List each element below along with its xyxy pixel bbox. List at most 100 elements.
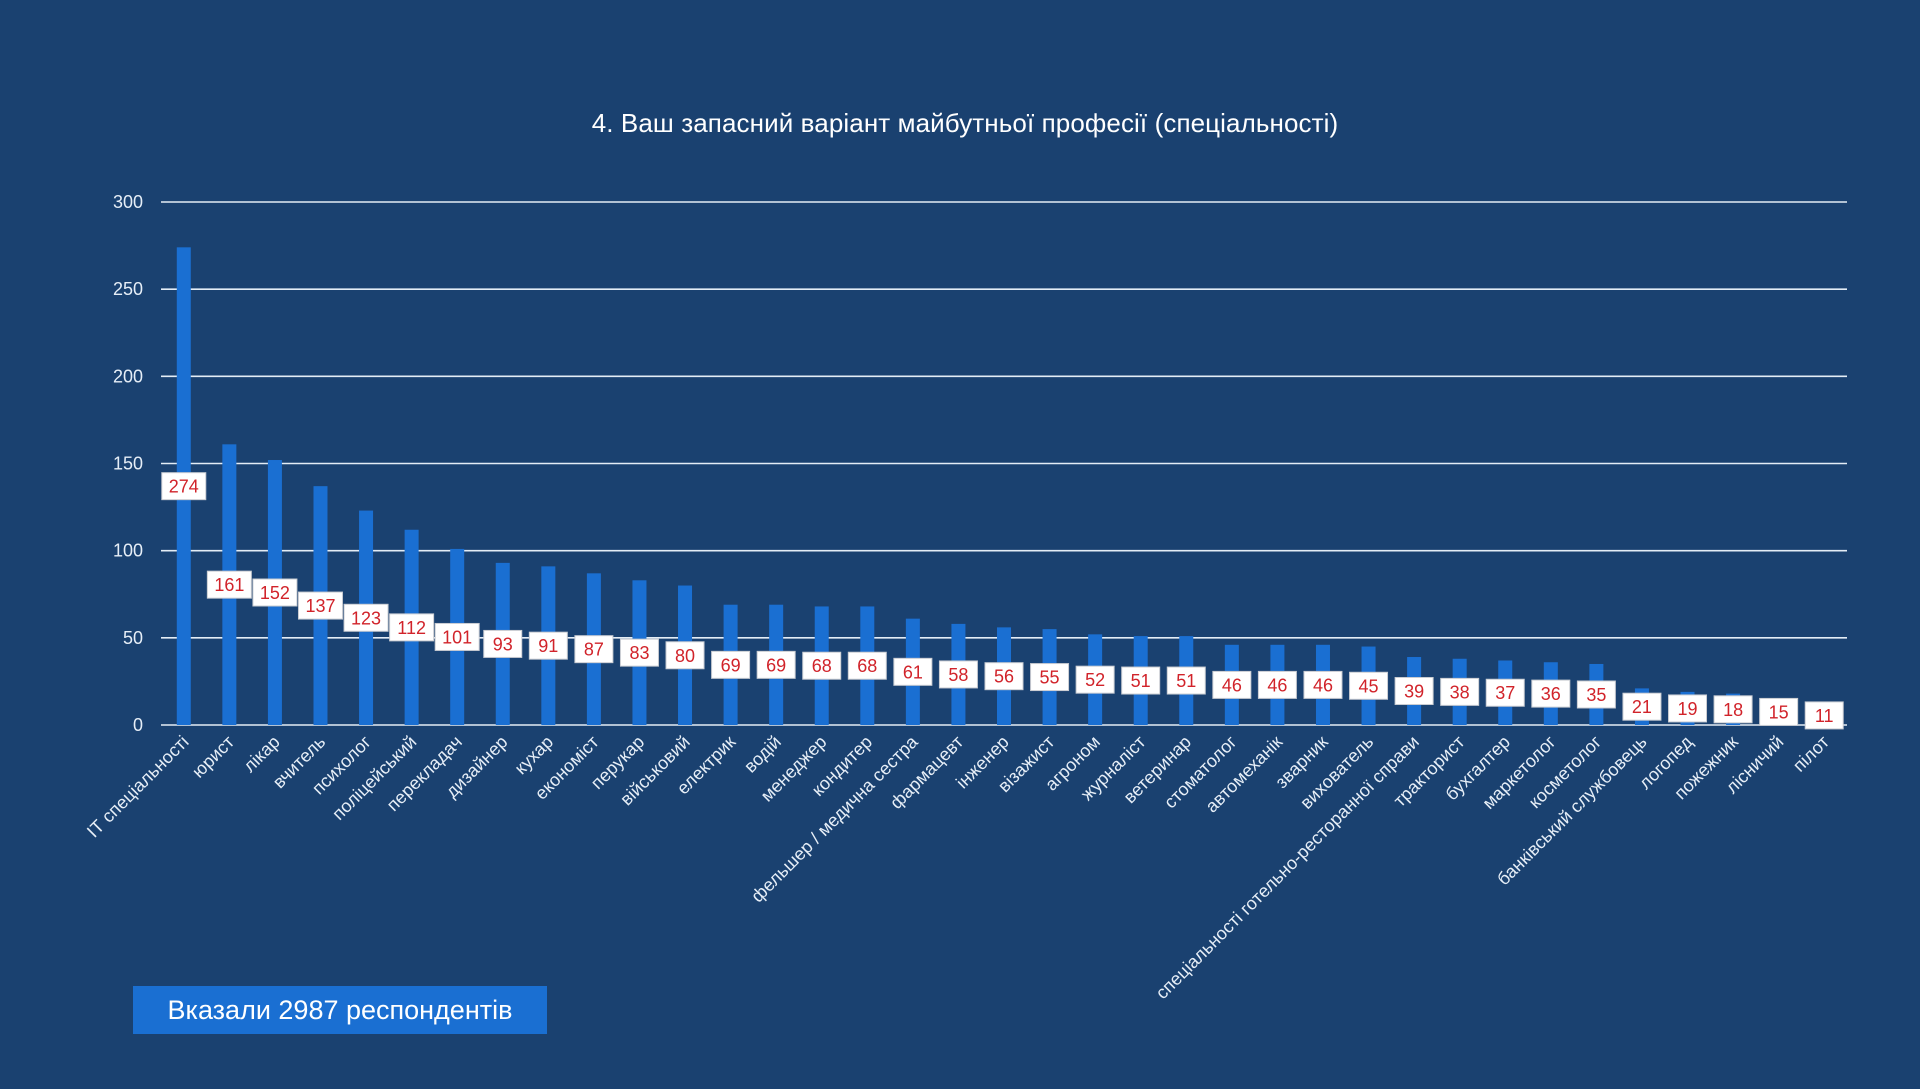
y-tick-label: 50 <box>123 628 143 648</box>
data-label-box <box>1622 692 1662 721</box>
data-label: 161 <box>206 570 252 599</box>
data-label: 61 <box>893 657 933 686</box>
data-label-text: 58 <box>948 665 968 685</box>
data-label-text: 101 <box>442 627 472 647</box>
y-tick-label: 0 <box>133 715 143 735</box>
data-label-box <box>711 650 751 679</box>
data-label: 21 <box>1622 692 1662 721</box>
data-label-text: 46 <box>1267 675 1287 695</box>
data-label-text: 152 <box>260 583 290 603</box>
data-label: 51 <box>1121 666 1161 695</box>
data-label: 274 <box>161 472 207 501</box>
data-label: 37 <box>1485 678 1525 707</box>
data-label-box <box>1713 695 1753 724</box>
y-tick-label: 200 <box>113 366 143 386</box>
data-label-box <box>528 631 568 660</box>
data-label: 68 <box>847 651 887 680</box>
data-label: 46 <box>1257 670 1297 699</box>
data-label-box <box>574 635 614 664</box>
data-label-text: 112 <box>397 618 426 638</box>
x-tick-label: юрист <box>188 732 238 782</box>
data-label-box <box>847 651 887 680</box>
data-label-text: 274 <box>169 477 199 497</box>
data-label-box <box>434 622 480 651</box>
data-label-text: 18 <box>1723 700 1743 720</box>
chart-title: 4. Ваш запасний варіант майбутньої профе… <box>591 108 1339 138</box>
data-label-text: 61 <box>903 662 923 682</box>
data-label-text: 69 <box>721 655 741 675</box>
data-label: 19 <box>1668 694 1708 723</box>
y-tick-label: 100 <box>113 541 143 561</box>
data-label-text: 45 <box>1359 676 1379 696</box>
data-label-box <box>1531 679 1571 708</box>
y-tick-label: 150 <box>113 454 143 474</box>
data-label-box <box>1166 666 1206 695</box>
data-label: 38 <box>1440 677 1480 706</box>
data-label-text: 46 <box>1222 675 1242 695</box>
data-label-box <box>1030 663 1070 692</box>
data-label-text: 68 <box>812 656 832 676</box>
data-label: 15 <box>1759 697 1799 726</box>
data-label: 46 <box>1212 670 1252 699</box>
data-label: 80 <box>665 641 705 670</box>
data-label: 69 <box>756 650 796 679</box>
data-label-text: 55 <box>1040 668 1060 688</box>
data-label: 18 <box>1713 695 1753 724</box>
data-label: 55 <box>1030 663 1070 692</box>
data-label: 101 <box>434 622 480 651</box>
data-label: 87 <box>574 635 614 664</box>
data-label-box <box>1394 677 1434 706</box>
data-label-text: 19 <box>1677 699 1697 719</box>
data-label-box <box>1759 697 1799 726</box>
data-label-text: 56 <box>994 667 1014 687</box>
data-label-box <box>1804 701 1844 730</box>
data-label-box <box>389 613 435 642</box>
bars <box>176 247 1832 725</box>
data-label-text: 87 <box>584 640 604 660</box>
data-label-box <box>1440 677 1480 706</box>
data-label-text: 38 <box>1450 682 1470 702</box>
data-label-box <box>802 651 842 680</box>
data-label: 46 <box>1303 670 1343 699</box>
data-label-box <box>297 591 343 620</box>
data-label-box <box>1668 694 1708 723</box>
data-label-text: 39 <box>1404 682 1424 702</box>
data-label: 36 <box>1531 679 1571 708</box>
y-tick-label: 300 <box>113 192 143 212</box>
data-label-text: 51 <box>1131 671 1151 691</box>
data-label-text: 80 <box>675 646 695 666</box>
data-label: 35 <box>1576 680 1616 709</box>
data-label-box <box>893 657 933 686</box>
data-label: 152 <box>252 578 298 607</box>
data-label-box <box>938 660 978 689</box>
respondents-count-badge: Вказали 2987 респондентів <box>133 986 547 1034</box>
x-tick-label: ІТ спеціальності <box>83 732 193 842</box>
data-label-text: 46 <box>1313 675 1333 695</box>
data-label-text: 37 <box>1495 683 1515 703</box>
data-label: 58 <box>938 660 978 689</box>
data-label-box <box>1303 670 1343 699</box>
data-label-text: 161 <box>214 575 244 595</box>
data-label: 51 <box>1166 666 1206 695</box>
data-label-box <box>1485 678 1525 707</box>
data-label: 112 <box>389 613 435 642</box>
data-label-text: 123 <box>351 608 381 628</box>
data-label: 83 <box>619 638 659 667</box>
x-tick-label: пілот <box>1789 732 1833 776</box>
data-label: 137 <box>297 591 343 620</box>
data-label-text: 69 <box>766 655 786 675</box>
data-label-text: 83 <box>629 643 649 663</box>
data-label-box <box>1121 666 1161 695</box>
data-label-text: 91 <box>538 636 558 656</box>
data-label-box <box>665 641 705 670</box>
data-label-box <box>206 570 252 599</box>
data-label-text: 21 <box>1632 697 1652 717</box>
data-label-text: 11 <box>1815 706 1834 726</box>
data-label: 69 <box>711 650 751 679</box>
data-label-text: 36 <box>1541 684 1561 704</box>
data-label: 56 <box>984 662 1024 691</box>
data-label-box <box>483 629 523 658</box>
data-label-box <box>756 650 796 679</box>
